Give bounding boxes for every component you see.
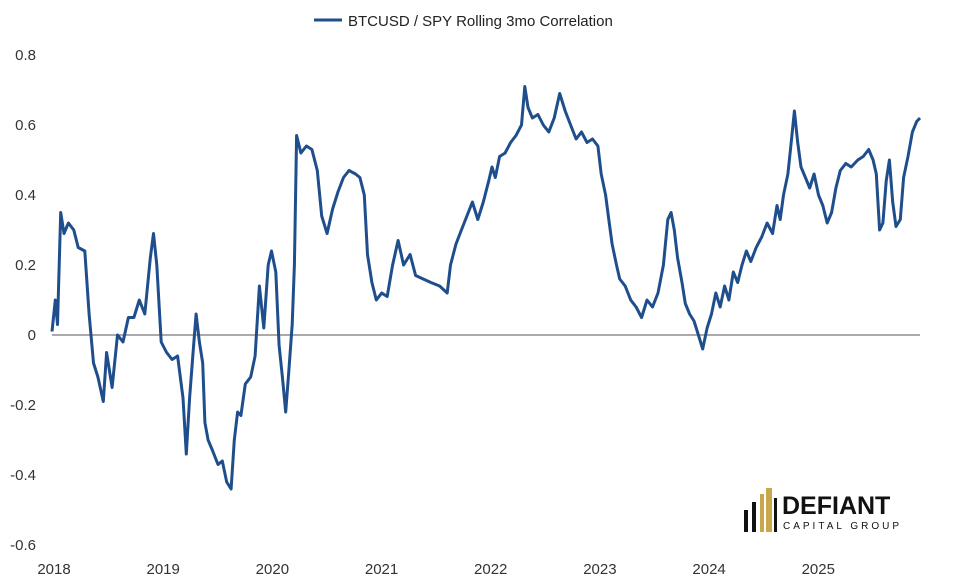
y-axis-ticks: 0.8 0.6 0.4 0.2 0 -0.2 -0.4 -0.6 (10, 47, 36, 554)
series-line (50, 85, 922, 491)
y-tick-label: 0.6 (15, 117, 36, 134)
logo-bar-5 (774, 498, 777, 532)
y-tick-label: -0.4 (10, 467, 36, 484)
logo-bar-1 (744, 510, 748, 532)
y-tick-label: 0.8 (15, 47, 36, 64)
x-tick-label: 2018 (37, 561, 70, 578)
x-tick-label: 2020 (256, 561, 289, 578)
y-tick-label: 0 (28, 327, 36, 344)
logo-bar-3 (760, 494, 764, 532)
legend-label: BTCUSD / SPY Rolling 3mo Correlation (348, 13, 613, 30)
defiant-logo: DEFIANT CAPITAL GROUP (744, 488, 902, 532)
x-axis-ticks: 2018 2019 2020 2021 2022 2023 2024 2025 (37, 561, 835, 578)
x-tick-label: 2025 (802, 561, 835, 578)
legend: BTCUSD / SPY Rolling 3mo Correlation (314, 13, 613, 30)
x-tick-label: 2023 (583, 561, 616, 578)
logo-bar-4 (766, 488, 772, 532)
logo-wordmark: DEFIANT (782, 492, 890, 520)
x-tick-label: 2019 (146, 561, 179, 578)
x-tick-label: 2021 (365, 561, 398, 578)
logo-tagline: CAPITAL GROUP (783, 521, 902, 532)
x-tick-label: 2022 (474, 561, 507, 578)
y-tick-label: 0.2 (15, 257, 36, 274)
x-tick-label: 2024 (692, 561, 725, 578)
y-tick-label: -0.2 (10, 397, 36, 414)
y-tick-label: 0.4 (15, 187, 36, 204)
logo-bar-2 (752, 502, 756, 532)
y-tick-label: -0.6 (10, 537, 36, 554)
